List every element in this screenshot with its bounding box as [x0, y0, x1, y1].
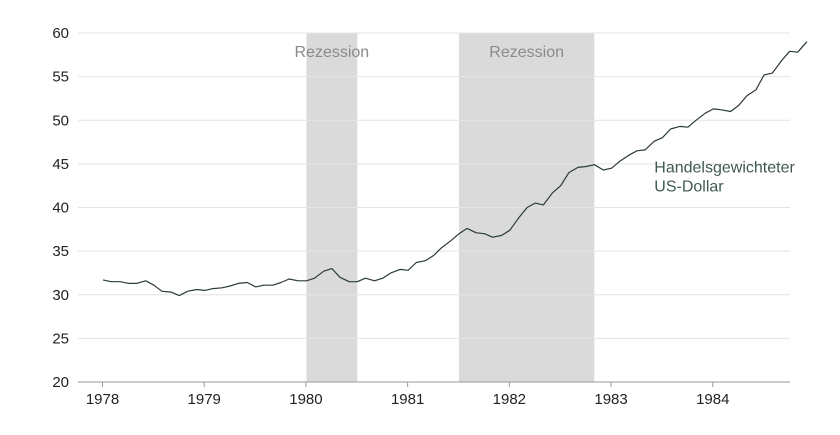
y-tick-label: 30: [52, 287, 69, 304]
y-tick-label: 35: [52, 243, 69, 260]
x-tick-label: 1980: [289, 391, 322, 408]
axes: 20 25 30 35 40 45 50 55 60 1978 1979 1980 1981 1982 19…: [52, 25, 729, 408]
grid-lines: [78, 32, 790, 383]
series-lines: [102, 41, 808, 297]
series-label: Handelsgewichteter: [654, 160, 795, 177]
y-tick-label: 50: [52, 112, 69, 129]
x-tick-label: 1981: [391, 391, 424, 408]
recession-label: Rezession: [295, 44, 370, 61]
y-tick-label: 40: [52, 200, 69, 217]
x-tick-label: 1979: [188, 391, 221, 408]
y-tick-label: 60: [52, 25, 69, 42]
y-tick-label: 55: [52, 69, 69, 86]
y-tick-label: 45: [52, 156, 69, 173]
x-tick-label: 1978: [86, 391, 119, 408]
y-tick-label: 20: [52, 374, 69, 391]
x-tick-label: 1984: [696, 391, 729, 408]
series-line: [102, 41, 808, 297]
x-tick-label: 1983: [594, 391, 627, 408]
annotations: Rezession Rezession Handelsgewichteter US-D…: [295, 44, 796, 196]
recession-label: Rezession: [489, 44, 564, 61]
x-tick-label: 1982: [493, 391, 526, 408]
series-label: US-Dollar: [654, 179, 724, 196]
y-tick-label: 25: [52, 330, 69, 347]
